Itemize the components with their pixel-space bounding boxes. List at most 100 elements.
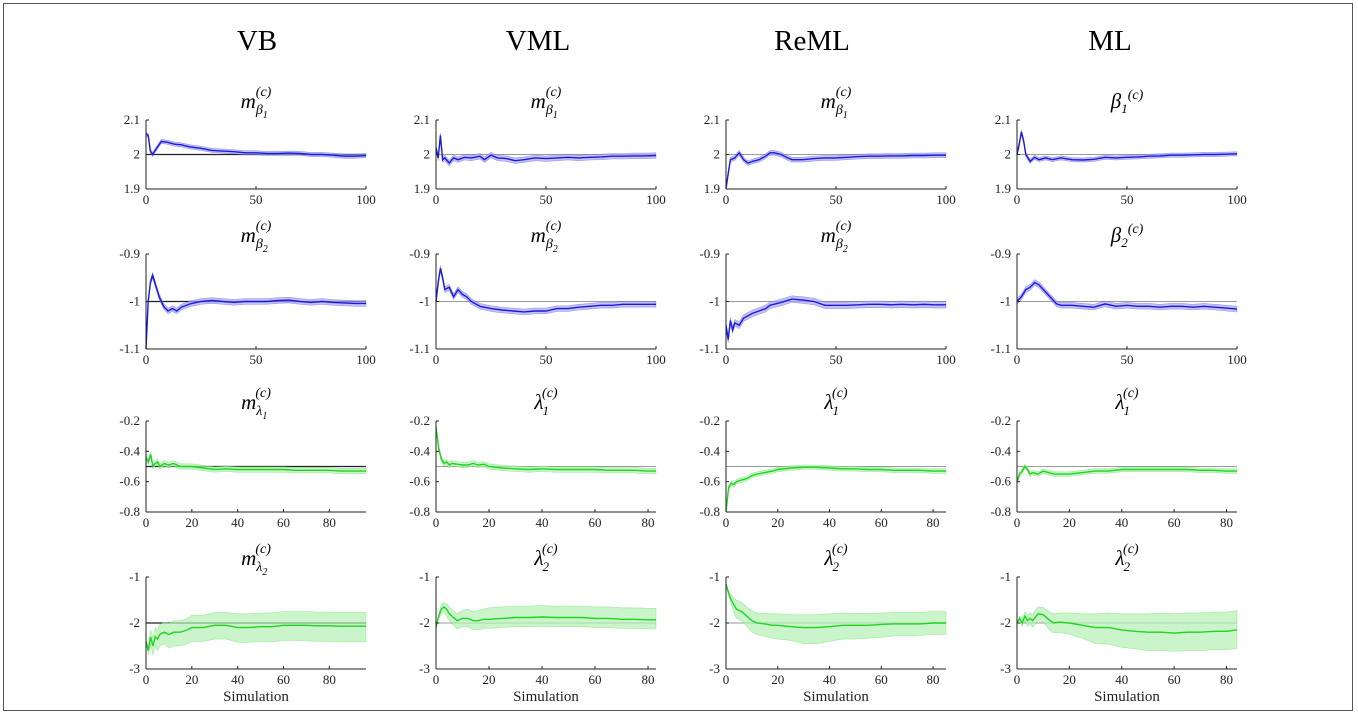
x-tick-label: 0 xyxy=(1014,672,1021,687)
x-tick-label: 60 xyxy=(1168,515,1181,530)
x-tick-label: 80 xyxy=(927,515,940,530)
panel-reml-l2: λ2(c) -3 -2 -1 0 20 40 60 80 Simulation xyxy=(709,542,947,705)
x-tick-label: 20 xyxy=(771,672,784,687)
credible-band xyxy=(725,295,947,343)
x-tick-label: 0 xyxy=(723,192,730,207)
credible-band xyxy=(1016,279,1238,313)
panel-vml-l1: λ1(c) -0.8 -0.6 -0.4 -0.2 0 20 40 60 80 xyxy=(409,386,657,530)
x-tick-label: 50 xyxy=(540,192,553,207)
column-title-ml: ML xyxy=(1088,25,1132,57)
credible-band xyxy=(145,611,367,656)
y-tick-label: -1.1 xyxy=(990,341,1011,356)
x-tick-label: 40 xyxy=(536,672,549,687)
x-tick-label: 60 xyxy=(875,515,888,530)
panel-title: β2(c) xyxy=(1110,222,1144,250)
y-tick-label: 2 xyxy=(424,147,431,162)
x-tick-label: 20 xyxy=(483,515,496,530)
x-tick-label: 0 xyxy=(433,515,440,530)
x-tick-label: 0 xyxy=(1014,192,1021,207)
y-tick-label: -0.9 xyxy=(409,246,430,261)
y-tick-label: 1.9 xyxy=(414,181,430,196)
x-tick-label: 80 xyxy=(642,515,655,530)
x-tick-label: 60 xyxy=(589,515,602,530)
y-tick-label: -1.1 xyxy=(119,341,140,356)
panel-title: mλ2(c) xyxy=(241,542,271,578)
series-line xyxy=(725,466,946,513)
series-line xyxy=(145,273,366,350)
y-tick-label: 2 xyxy=(714,147,721,162)
credible-band xyxy=(145,271,367,350)
y-tick-label: -2 xyxy=(1000,615,1011,630)
x-tick-label: 60 xyxy=(875,672,888,687)
y-tick-label: -0.4 xyxy=(699,443,720,458)
x-tick-label: 0 xyxy=(433,192,440,207)
x-tick-label: 40 xyxy=(1115,515,1128,530)
x-tick-label: 0 xyxy=(1014,515,1021,530)
y-tick-label: -1.1 xyxy=(699,341,720,356)
x-tick-label: 80 xyxy=(323,515,336,530)
panel-title: λ2(c) xyxy=(823,542,847,574)
x-tick-label: 20 xyxy=(185,672,198,687)
credible-band xyxy=(1016,463,1238,484)
y-tick-label: -0.8 xyxy=(990,504,1011,519)
x-tick-label: 50 xyxy=(1121,352,1134,367)
panel-title: λ2(c) xyxy=(533,542,557,574)
y-tick-label: -0.9 xyxy=(699,246,720,261)
series-line xyxy=(725,298,946,340)
series-line xyxy=(145,624,366,651)
x-tick-label: 100 xyxy=(1227,192,1247,207)
x-tick-label: 100 xyxy=(1227,352,1247,367)
x-tick-label: 0 xyxy=(143,352,150,367)
x-tick-label: 50 xyxy=(250,192,263,207)
y-tick-label: -1 xyxy=(1000,294,1011,309)
credible-band xyxy=(725,583,947,645)
y-tick-label: -0.6 xyxy=(119,474,140,489)
column-title-vml: VML xyxy=(506,25,570,57)
x-tick-label: 50 xyxy=(830,352,843,367)
panel-reml-l1: λ1(c) -0.8 -0.6 -0.4 -0.2 0 20 40 60 80 xyxy=(699,386,947,530)
y-tick-label: 2.1 xyxy=(704,112,720,127)
y-tick-label: -3 xyxy=(129,661,140,676)
x-tick-label: 80 xyxy=(927,672,940,687)
x-tick-label: 80 xyxy=(1220,515,1233,530)
y-tick-label: 2.1 xyxy=(124,112,140,127)
y-tick-label: -1 xyxy=(419,294,430,309)
panel-vml-b2: mβ2(c) -1.1 -1 -0.9 0 50 100 xyxy=(409,219,665,367)
x-tick-label: 40 xyxy=(536,515,549,530)
x-tick-label: 0 xyxy=(723,672,730,687)
x-tick-label: 40 xyxy=(231,672,244,687)
y-tick-label: -1 xyxy=(1000,569,1011,584)
y-tick-label: -0.2 xyxy=(699,413,720,428)
panel-vb-l2: mλ2(c) -3 -2 -1 0 20 40 60 80 Simulation xyxy=(129,542,367,705)
x-tick-label: 40 xyxy=(823,515,836,530)
y-tick-label: 2 xyxy=(134,147,141,162)
y-tick-label: -1 xyxy=(709,569,720,584)
y-tick-label: -1 xyxy=(709,294,720,309)
y-tick-label: -0.4 xyxy=(990,443,1011,458)
credible-band xyxy=(1016,606,1238,652)
series-line xyxy=(435,427,656,472)
x-tick-label: 0 xyxy=(723,515,730,530)
panel-title: mβ2(c) xyxy=(531,219,562,255)
x-axis-label: Simulation xyxy=(513,689,579,705)
panel-vb-b2: mβ2(c) -1.1 -1 -0.9 0 50 100 xyxy=(119,219,375,367)
x-tick-label: 100 xyxy=(356,192,376,207)
panel-title: λ2(c) xyxy=(1114,542,1138,574)
x-tick-label: 100 xyxy=(936,192,956,207)
panel-ml-l1: λ1(c) -0.8 -0.6 -0.4 -0.2 0 20 40 60 80 xyxy=(990,386,1238,530)
y-tick-label: -2 xyxy=(709,615,720,630)
x-tick-label: 20 xyxy=(483,672,496,687)
series-line xyxy=(435,605,656,628)
series-line xyxy=(1016,131,1238,163)
column-title-vb: VB xyxy=(237,25,277,57)
x-tick-label: 50 xyxy=(250,352,263,367)
x-tick-label: 20 xyxy=(1063,672,1076,687)
series-line xyxy=(145,133,367,157)
x-tick-label: 60 xyxy=(589,672,602,687)
x-tick-label: 80 xyxy=(323,672,336,687)
y-tick-label: 1.9 xyxy=(995,181,1011,196)
x-tick-label: 0 xyxy=(723,352,730,367)
panel-ml-b1: β1(c) 1.9 2 2.1 0 50 100 xyxy=(995,88,1247,207)
panel-vb-b1: mβ1(c) 1.9 2 2.1 0 50 100 xyxy=(124,85,376,207)
y-tick-label: -2 xyxy=(129,615,140,630)
